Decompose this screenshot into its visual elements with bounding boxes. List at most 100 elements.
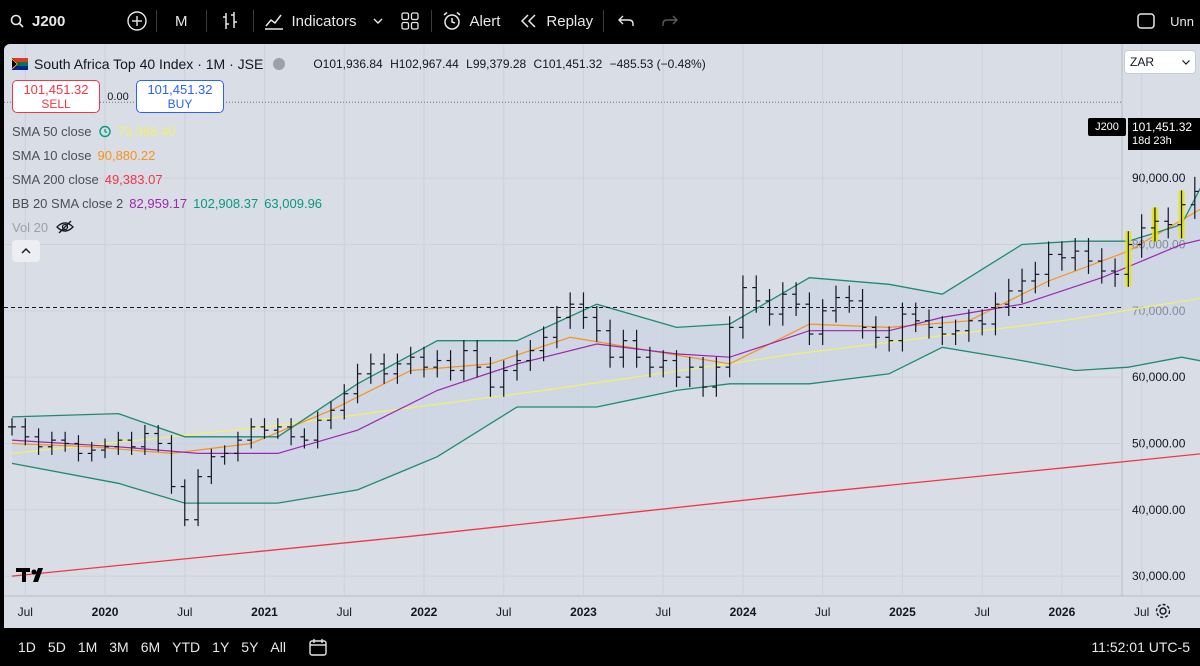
indicator-sma50[interactable]: SMA 50 close 73,368.40	[12, 119, 710, 143]
sell-price: 101,451.32	[23, 82, 89, 97]
indicator-name: BB 20 SMA close 2	[12, 195, 124, 211]
range-button-all[interactable]: All	[270, 639, 286, 655]
gear-icon[interactable]	[1154, 602, 1172, 620]
symbol-row: South Africa Top 40 Index · 1M · JSE O10…	[12, 52, 710, 76]
indicator-value: 73,368.40	[117, 123, 176, 139]
indicator-sma10[interactable]: SMA 10 close 90,880.22	[12, 143, 710, 167]
open-value: O101,936.84	[313, 57, 383, 71]
range-button-1d[interactable]: 1D	[18, 639, 36, 655]
buy-button[interactable]: 101,451.32 BUY	[136, 80, 224, 113]
x-tick-label: Jul	[496, 605, 511, 619]
last-price-tag: 101,451.32 18d 23h	[1128, 118, 1200, 150]
currency-selector[interactable]: ZAR	[1124, 50, 1196, 74]
tradingview-logo-icon[interactable]	[16, 566, 50, 584]
x-tick-label: 2024	[730, 605, 757, 619]
bar-chart-icon	[222, 12, 237, 29]
x-tick-label: Jul	[177, 605, 192, 619]
indicator-value-upper: 102,908.37	[193, 195, 259, 211]
redo-icon	[662, 15, 679, 26]
x-tick-label: 2023	[570, 605, 597, 619]
range-button-6m[interactable]: 6M	[140, 639, 161, 655]
change-value: −485.53 (−0.48%)	[609, 57, 706, 71]
price-chart[interactable]: 90,000.0080,000.0070,000.0060,000.0050,0…	[4, 44, 1200, 628]
grid-icon	[400, 12, 419, 30]
y-tick-label: 50,000.00	[1132, 436, 1186, 450]
bar-style-button[interactable]	[207, 0, 253, 42]
indicator-name: SMA 10 close	[12, 147, 92, 163]
y-tick-label: 90,000.00	[1132, 171, 1186, 185]
undo-button[interactable]	[604, 0, 648, 42]
search-icon	[10, 14, 24, 28]
symbol-title[interactable]: South Africa Top 40 Index · 1M · JSE	[34, 56, 264, 72]
toolbar-divider	[156, 10, 157, 32]
sma50-line	[11, 297, 1200, 454]
last-price: 101,451.32	[1132, 120, 1193, 134]
bollinger-lower-line	[11, 346, 1200, 504]
indicators-button[interactable]: Indicators	[254, 0, 367, 42]
alarm-clock-icon[interactable]	[98, 124, 112, 138]
range-button-1y[interactable]: 1Y	[212, 639, 230, 655]
symbol-name: J200	[32, 12, 66, 30]
eye-hidden-icon[interactable]	[56, 220, 75, 234]
toolbar-divider	[205, 10, 207, 32]
indicator-sma200[interactable]: SMA 200 close 49,383.07	[12, 167, 710, 191]
indicator-value: 49,383.07	[104, 171, 163, 187]
compare-button[interactable]	[118, 0, 156, 42]
interval-button[interactable]: M	[157, 0, 206, 42]
indicator-volume[interactable]: Vol 20	[12, 215, 710, 239]
indicator-value-lower: 63,009.96	[264, 195, 323, 211]
x-tick-label: 2020	[92, 605, 119, 619]
indicator-name: Vol 20	[12, 219, 49, 235]
indicator-value-basis: 82,959.17	[129, 195, 188, 211]
currency-label: ZAR	[1130, 55, 1154, 69]
date-range-buttons: 1D 5D 1M 3M 6M YTD 1Y 5Y All	[0, 639, 292, 655]
chevron-down-icon	[1182, 59, 1190, 65]
replay-button[interactable]: Replay	[510, 0, 603, 42]
plus-circle-icon	[127, 11, 147, 31]
sma200-line	[11, 453, 1200, 577]
indicators-icon	[264, 14, 283, 30]
indicator-name: SMA 200 close	[12, 171, 99, 187]
market-status-icon[interactable]	[273, 58, 286, 70]
indicators-dropdown[interactable]	[367, 0, 389, 42]
clock-timezone[interactable]: 11:52:01 UTC-5	[1091, 639, 1190, 655]
legend-collapse-row	[12, 239, 710, 263]
square-icon	[1137, 13, 1155, 29]
y-tick-label: 60,000.00	[1132, 370, 1186, 384]
alert-label: Alert	[469, 12, 501, 30]
collapse-legend-button[interactable]	[12, 240, 40, 262]
interval-label: M	[175, 12, 188, 30]
indicator-bollinger[interactable]: BB 20 SMA close 2 82,959.17 102,908.37 6…	[12, 191, 710, 215]
chart-legend: South Africa Top 40 Index · 1M · JSE O10…	[12, 52, 710, 263]
indicator-name: SMA 50 close	[12, 123, 92, 139]
alarm-clock-icon	[443, 11, 461, 30]
buy-label: BUY	[167, 97, 193, 111]
x-tick-label: Jul	[974, 605, 989, 619]
alert-button[interactable]: Alert	[432, 0, 511, 42]
goto-date-button[interactable]	[308, 637, 328, 657]
range-button-5y[interactable]: 5Y	[241, 639, 259, 655]
range-button-ytd[interactable]: YTD	[172, 639, 201, 655]
layout-name-button[interactable]: Unn	[1136, 0, 1200, 42]
redo-button[interactable]	[648, 0, 692, 42]
trade-buttons: 101,451.32 SELL 0.00 101,451.32 BUY	[12, 80, 710, 113]
replay-label: Replay	[546, 12, 594, 30]
y-tick-label: 40,000.00	[1132, 503, 1186, 517]
toolbar-divider	[430, 10, 432, 32]
range-button-5d[interactable]: 5D	[47, 639, 66, 655]
x-tick-label: Jul	[1134, 605, 1149, 619]
range-button-3m[interactable]: 3M	[109, 639, 129, 655]
chevron-down-icon	[373, 18, 383, 24]
ohlc-values: O101,936.84 H102,967.44 L99,379.28 C101,…	[313, 57, 709, 71]
symbol-search[interactable]: J200	[0, 0, 118, 42]
layout-button[interactable]	[389, 0, 431, 42]
x-tick-label: Jul	[337, 605, 352, 619]
spread-value: 0.00	[107, 90, 129, 103]
range-button-1m[interactable]: 1M	[77, 639, 98, 655]
x-tick-label: 2022	[411, 605, 438, 619]
sell-label: SELL	[41, 97, 71, 111]
chart-panel[interactable]: 90,000.0080,000.0070,000.0060,000.0050,0…	[4, 44, 1200, 628]
x-tick-label: Jul	[815, 605, 830, 619]
sell-button[interactable]: 101,451.32 SELL	[12, 80, 100, 113]
y-tick-label: 30,000.00	[1132, 569, 1186, 583]
